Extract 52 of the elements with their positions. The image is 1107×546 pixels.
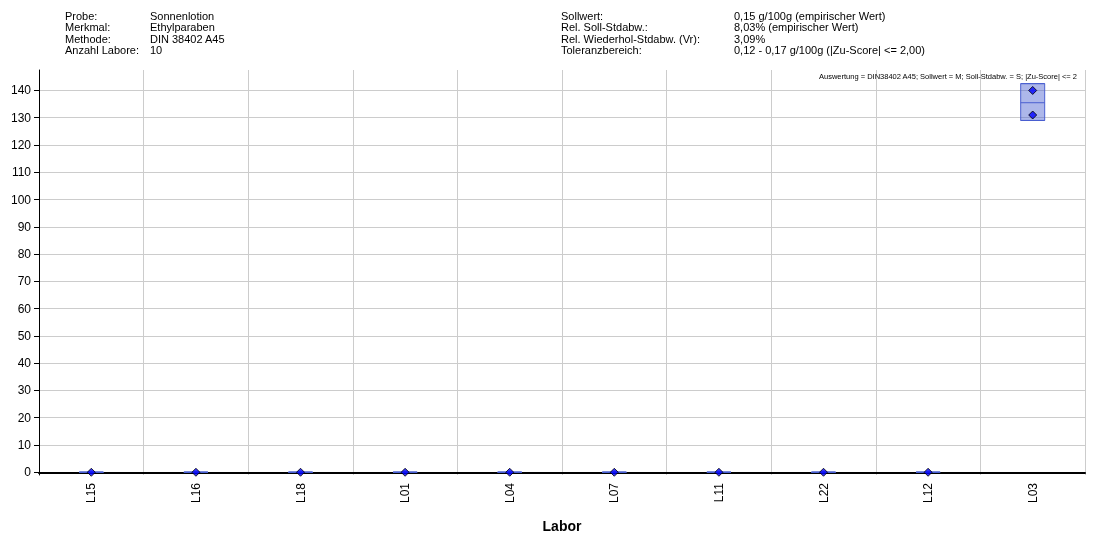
point — [819, 467, 829, 477]
x-tick-label: L22 — [816, 482, 831, 504]
x-tick-label: L16 — [188, 482, 203, 504]
text: Methode: — [65, 32, 111, 45]
y-tick-label: 0 — [24, 465, 32, 480]
x-tick-label: L18 — [293, 482, 308, 504]
point — [191, 467, 201, 477]
text: DIN 38402 A45 — [150, 32, 225, 45]
y-tick-label: 40 — [17, 356, 32, 371]
text: 10 — [150, 44, 163, 56]
text: 0,12 - 0,17 g/100g (|Zu-Score| <= 2,00) — [734, 44, 925, 56]
point — [923, 467, 933, 477]
y-tick-label: 70 — [17, 274, 32, 289]
point — [400, 467, 410, 477]
x-tick-label: L03 — [1025, 482, 1040, 504]
point — [1028, 85, 1038, 95]
x-tick-label: L07 — [607, 482, 622, 504]
y-tick-label: 50 — [17, 328, 32, 343]
y-tick-label: 30 — [17, 383, 32, 398]
text: 0,15 g/100g (empirischer Wert) — [734, 9, 886, 22]
text: Sollwert: — [561, 9, 604, 22]
text: Toleranzbereich: — [561, 44, 642, 56]
y-tick-label: 120 — [10, 138, 32, 152]
point — [86, 467, 96, 477]
text: 3,09% — [734, 32, 766, 45]
text: Ethylparaben — [150, 21, 215, 33]
text: Rel. Wiederhol-Stdabw. (Vr): — [561, 32, 700, 45]
point — [714, 467, 724, 477]
text: Merkmal: — [65, 21, 111, 33]
x-tick-label: L11 — [711, 482, 726, 503]
y-tick-label: 100 — [10, 192, 32, 207]
text: Anzahl Labore: — [65, 44, 139, 56]
y-tick-label: 110 — [11, 165, 32, 180]
y-tick-label: 90 — [17, 219, 32, 234]
y-tick-label: 80 — [17, 247, 32, 262]
y-tick-label: 60 — [17, 301, 32, 316]
y-tick-label: 130 — [10, 110, 32, 125]
x-tick-label: L12 — [921, 482, 936, 504]
point — [296, 467, 306, 477]
x-tick-label: L15 — [84, 482, 99, 504]
x-tick-label: L01 — [398, 482, 413, 504]
y-tick-label: 20 — [17, 410, 32, 425]
x-axis-title: Labor — [542, 518, 583, 534]
y-tick-label: 140 — [10, 83, 32, 98]
x-tick-label: L04 — [502, 482, 517, 504]
text: Rel. Soll-Stdabw.: — [561, 21, 648, 33]
text: Sonnenlotion — [150, 9, 215, 22]
y-tick-label: 10 — [17, 438, 32, 452]
text: Probe: — [65, 9, 98, 22]
point — [609, 467, 619, 477]
text: 8,03% (empirischer Wert) — [734, 21, 859, 33]
point — [505, 467, 515, 477]
